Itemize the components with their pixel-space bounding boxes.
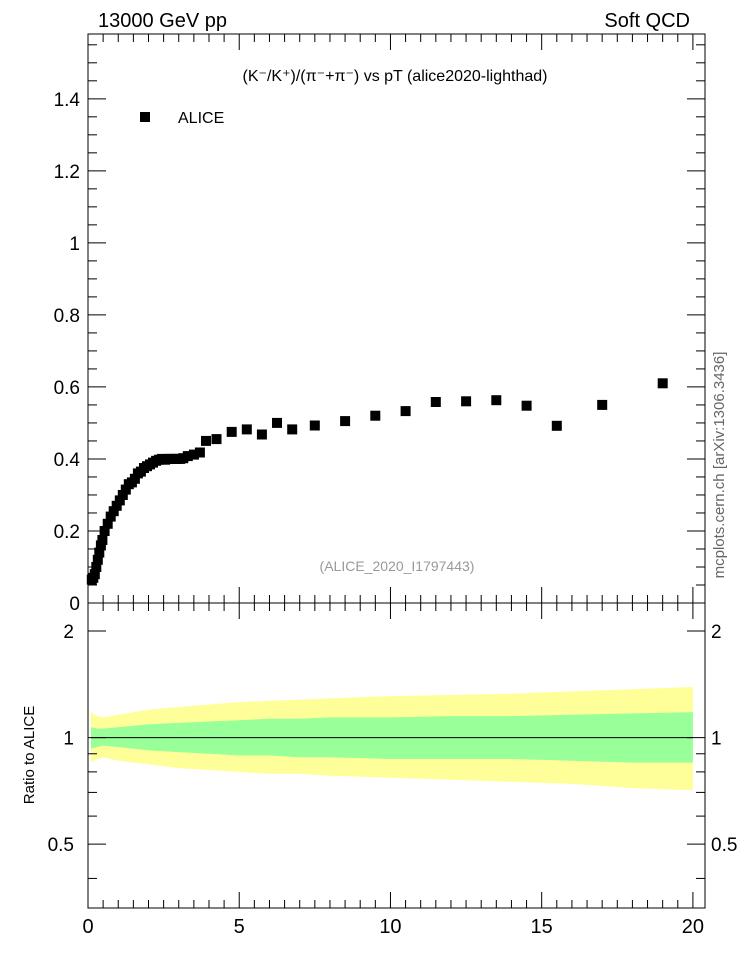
- legend-marker: [140, 112, 150, 122]
- plot-title: (K⁻/K⁺)/(π⁻+π⁻) vs pT (alice2020-lightha…: [243, 68, 548, 85]
- data-point: [188, 449, 199, 460]
- data-point: [92, 554, 103, 565]
- data-point: [491, 395, 502, 406]
- data-point: [597, 399, 608, 410]
- ratio-ylabel: Ratio to ALICE: [21, 706, 38, 804]
- data-point: [287, 424, 298, 435]
- y-tick-label: 0.8: [54, 306, 80, 327]
- data-point: [105, 511, 116, 522]
- ratio-plot-panel: 0 5 10 15 20 0.5 0.5 1 1 2 2: [48, 602, 737, 938]
- x-tick-label: 15: [531, 916, 553, 938]
- data-point: [340, 416, 351, 427]
- side-label: mcplots.cern.ch [arXiv:1306.3436]: [711, 352, 728, 579]
- y-tick-label-zero: 0: [69, 594, 80, 615]
- ratio-y-tick-label: 1: [63, 729, 74, 750]
- data-point: [400, 406, 411, 417]
- ratio-y-tick-label: 0.5: [48, 835, 74, 856]
- data-point: [120, 484, 131, 495]
- data-point: [97, 535, 108, 545]
- data-point: [657, 378, 668, 389]
- data-point: [91, 562, 102, 572]
- y-tick-label: 0.4: [54, 450, 81, 471]
- legend-label: ALICE: [178, 110, 224, 127]
- data-point: [94, 547, 105, 558]
- data-point: [194, 447, 205, 458]
- data-point: [108, 506, 119, 517]
- ratio-y-tick-label-right: 0.5: [711, 835, 737, 856]
- main-plot-panel: 0.2 0.4 0.6 0.8 1 1.2 1.4 0: [54, 33, 706, 615]
- watermark: (ALICE_2020_I1797443): [320, 558, 475, 574]
- y-tick-label: 0.2: [54, 522, 80, 543]
- y-tick-label: 1.4: [54, 90, 81, 111]
- header-right: Soft QCD: [604, 10, 690, 32]
- data-point: [117, 490, 128, 500]
- data-point: [129, 473, 140, 484]
- data-point: [521, 400, 532, 411]
- data-point: [256, 429, 267, 440]
- ratio-y-tick-label-right: 1: [711, 729, 722, 750]
- data-point: [430, 397, 441, 407]
- header-left: 13000 GeV pp: [98, 10, 227, 32]
- y-tick-label: 0.6: [54, 378, 80, 399]
- ratio-plot-frame: [87, 602, 706, 909]
- x-tick-label: 10: [379, 916, 401, 938]
- data-point: [226, 426, 237, 437]
- y-tick-label: 1.2: [54, 162, 80, 183]
- data-point: [309, 420, 320, 431]
- data-point: [551, 420, 562, 431]
- data-point: [370, 410, 381, 421]
- ratio-y-tick-label: 2: [63, 622, 74, 643]
- data-point: [95, 540, 106, 551]
- x-tick-label: 0: [82, 916, 93, 938]
- data-point: [211, 434, 222, 445]
- data-point: [89, 569, 100, 580]
- data-point: [182, 451, 193, 462]
- data-point: [241, 424, 252, 435]
- ratio-y-tick-label-right: 2: [711, 622, 722, 643]
- y-tick-label: 1: [69, 234, 80, 255]
- x-tick-label: 20: [682, 916, 704, 938]
- data-point: [102, 518, 113, 529]
- data-point: [99, 526, 110, 536]
- data-point: [272, 417, 282, 428]
- data-point: [114, 495, 125, 506]
- x-tick-label: 5: [234, 916, 245, 938]
- data-point: [201, 435, 211, 446]
- data-point: [111, 500, 122, 511]
- data-point: [461, 396, 472, 407]
